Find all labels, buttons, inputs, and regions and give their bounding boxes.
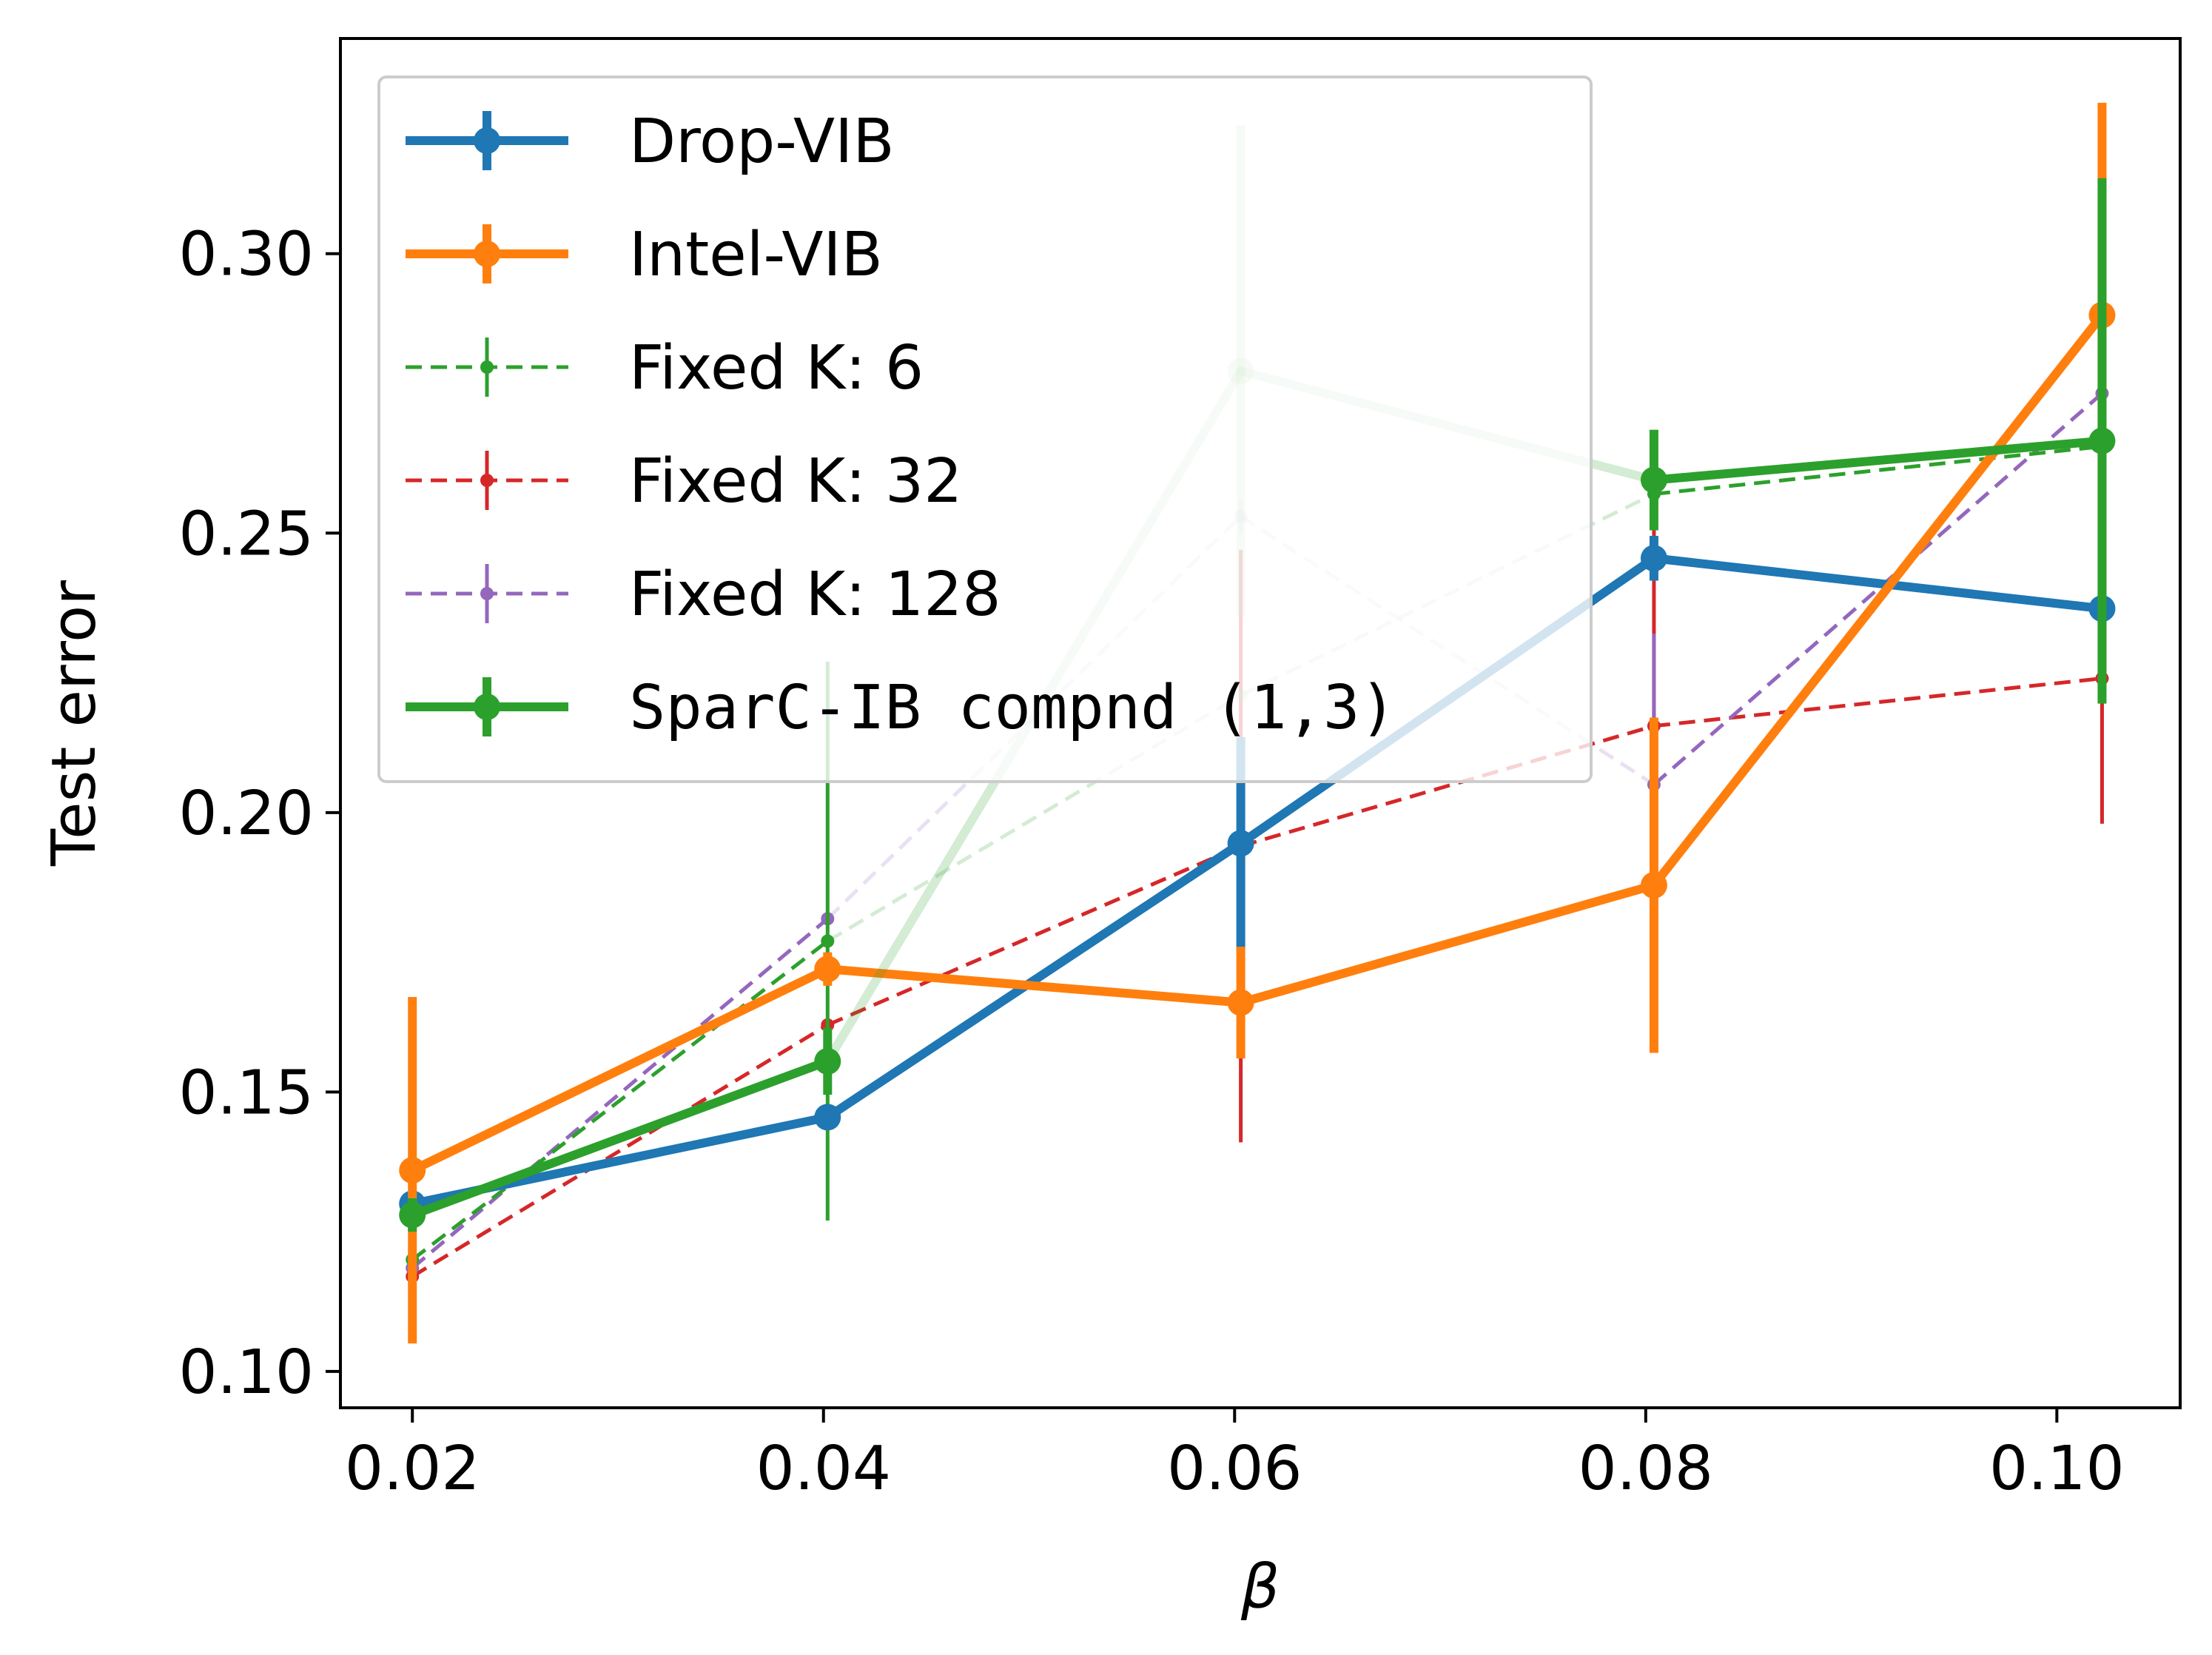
series-layer — [399, 102, 2116, 1344]
legend-item: SparC-IB compnd (1,3) — [406, 673, 1396, 743]
x-tick-label: 0.08 — [1579, 1434, 1714, 1504]
series-line-segment — [823, 964, 1245, 1007]
data-point — [1640, 545, 1667, 572]
legend-swatch-marker — [474, 127, 500, 154]
legend-swatch-marker — [480, 474, 494, 487]
data-point — [1640, 466, 1667, 494]
series-line-segment — [1649, 436, 2107, 485]
legend-item: Fixed K: 6 — [406, 333, 924, 403]
x-tick-label: 0.02 — [345, 1434, 480, 1504]
legend-swatch-marker — [480, 587, 494, 600]
y-tick-label: 0.15 — [178, 1058, 314, 1128]
data-point — [814, 1047, 841, 1075]
legend-item: Fixed K: 128 — [406, 560, 1001, 630]
data-point — [399, 1157, 426, 1184]
legend-label: Drop-VIB — [629, 107, 895, 177]
series-line-segment — [411, 1023, 829, 1278]
x-axis-title: β — [1240, 1552, 1280, 1622]
x-tick-label: 0.04 — [756, 1434, 891, 1504]
x-tick-label: 0.10 — [1989, 1434, 2125, 1504]
series-line-segment — [823, 839, 1245, 1122]
series-line-segment — [408, 1056, 833, 1220]
series-line-segment — [1236, 880, 1658, 1007]
y-tick-label: 0.30 — [178, 220, 314, 290]
y-tick-label: 0.25 — [178, 499, 314, 569]
data-point — [1640, 871, 1667, 899]
data-point — [2088, 427, 2116, 454]
y-tick-label: 0.20 — [178, 779, 314, 849]
legend-box — [377, 75, 1593, 783]
data-point — [399, 1201, 426, 1229]
ticks-layer: 0.02 0.04 0.06 0.08 0.10 0.10 0.15 0.20 0.25 0.30 — [178, 220, 2124, 1504]
data-point — [1227, 830, 1254, 857]
data-point — [1227, 989, 1254, 1016]
legend-label: Fixed K: 128 — [629, 560, 1001, 630]
legend-label: Intel-VIB — [629, 220, 883, 290]
legend-swatch-marker — [474, 241, 500, 267]
legend-label: Fixed K: 32 — [629, 446, 962, 517]
series-line-segment — [411, 939, 829, 1261]
legend-swatch-marker — [480, 360, 494, 374]
legend-label: SparC-IB compnd (1,3) — [629, 673, 1396, 743]
data-point — [814, 1104, 841, 1131]
x-tick-label: 0.06 — [1167, 1434, 1302, 1504]
data-point — [814, 956, 841, 983]
series-line-segment — [1649, 310, 2107, 890]
series-line-segment — [411, 917, 829, 1270]
plot-frame — [339, 37, 2182, 1409]
legend: Drop-VIB Intel-VIB Fixed K: 6 Fixed K: 32 Fi… — [377, 75, 1593, 783]
series-1 — [399, 102, 2116, 1344]
series-line-segment — [1649, 554, 2107, 614]
legend-label: Fixed K: 6 — [629, 333, 924, 403]
y-tick-label: 0.10 — [178, 1337, 314, 1408]
legend-item: Intel-VIB — [406, 220, 883, 290]
series-line-segment — [408, 964, 833, 1175]
legend-swatch-marker — [474, 694, 500, 720]
legend-item: Drop-VIB — [406, 107, 895, 177]
legend-item: Fixed K: 32 — [406, 446, 962, 517]
y-axis-title: Test error — [39, 580, 110, 867]
data-point — [821, 934, 835, 948]
series-line-segment — [827, 694, 1242, 943]
